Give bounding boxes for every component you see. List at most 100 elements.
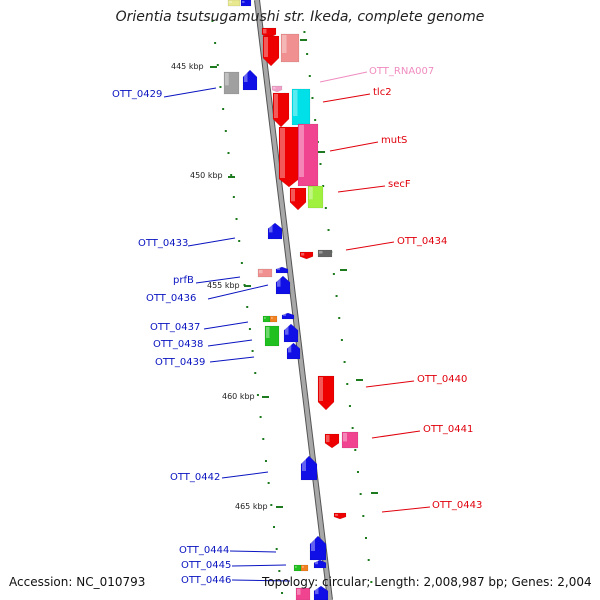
gene-ott-0445	[313, 559, 327, 569]
track-dot-right	[346, 383, 349, 385]
gene-prfb-b	[275, 266, 289, 274]
track-dot-left	[251, 350, 254, 352]
genome-title: Orientia tsutsugamushi str. Ikeda, compl…	[115, 9, 485, 25]
track-dot-right	[311, 97, 314, 99]
gene-ott-0434-b-highlight	[319, 251, 323, 254]
gene-label-ott-0433[interactable]: OTT_0433	[138, 238, 189, 249]
gene-secf-a	[289, 187, 307, 211]
gene-label-ott-0436[interactable]: OTT_0436	[146, 293, 197, 304]
track-dot-left	[264, 460, 267, 462]
track-dot-right	[359, 493, 362, 495]
topology-text: Topology: circular; Length: 2,008,987 bp…	[262, 575, 592, 589]
leader-ott-0445	[231, 564, 287, 567]
gene-tlc2-a	[272, 92, 290, 128]
gene-label-ott-0438[interactable]: OTT_0438	[153, 339, 204, 350]
gene-label-ott-0434[interactable]: OTT_0434	[397, 236, 448, 247]
tick-label-450: 450 kbp	[190, 171, 223, 180]
gene-label-ott-0437[interactable]: OTT_0437	[150, 322, 201, 333]
gene-top-yellow	[227, 0, 241, 7]
gene-ott-0436	[275, 275, 291, 295]
track-dot-left	[216, 64, 219, 66]
gene-ott-0444	[309, 535, 327, 561]
gene-secf-b-highlight	[309, 187, 313, 200]
gene-ott-0436-highlight	[277, 277, 281, 287]
track-dot-right	[356, 471, 359, 473]
leader-prfb	[195, 276, 241, 284]
track-dot-left	[240, 262, 243, 264]
track-dot-right	[354, 449, 357, 451]
gene-ott-0433-highlight	[269, 224, 273, 233]
gene-top-blue	[240, 0, 252, 7]
gene-label-ott-0445[interactable]: OTT_0445	[181, 560, 232, 571]
track-dot-right	[348, 405, 351, 407]
gene-ott-0441-a-highlight	[326, 435, 330, 443]
track-dot-right	[322, 185, 325, 187]
track-dot-left	[238, 240, 241, 242]
gene-ott-0440	[317, 375, 335, 411]
gene-ott-0445-b-highlight	[295, 566, 297, 568]
track-dot-right	[370, 581, 373, 583]
genome-backbone	[254, 0, 333, 600]
leader-ott-0436	[207, 284, 269, 300]
gene-ott-0440-highlight	[319, 377, 323, 401]
leader-ott-0429	[163, 87, 217, 98]
gene-tlc2-a-highlight	[274, 94, 278, 118]
major-tick-mark	[228, 176, 235, 178]
gene-label-ott-0442[interactable]: OTT_0442	[170, 472, 221, 483]
gene-ott-0445-c-highlight	[302, 566, 304, 568]
gene-ott-0446-a	[295, 587, 311, 600]
gene-label-secf[interactable]: secF	[388, 179, 411, 190]
gene-ott-0446-b	[313, 585, 329, 600]
gene-ott-0439	[286, 342, 301, 360]
gene-label-ott-0441[interactable]: OTT_0441	[423, 424, 474, 435]
gene-top-red-small-highlight	[263, 29, 267, 34]
track-dot-right	[338, 317, 341, 319]
track-dot-right	[314, 119, 317, 121]
gene-cyan-highlight	[293, 90, 298, 116]
major-tick-mark	[210, 66, 217, 68]
gene-ott-0438	[264, 325, 280, 347]
track-dot-left	[219, 86, 222, 88]
gene-label-ott-0446[interactable]: OTT_0446	[181, 575, 232, 586]
gene-ott-0433	[267, 222, 283, 240]
track-dot-right	[319, 163, 322, 165]
gene-ott-0443	[333, 512, 347, 520]
tick-label-455: 455 kbp	[207, 281, 240, 290]
tick-label-465: 465 kbp	[235, 502, 268, 511]
track-dot-left	[272, 526, 275, 528]
gene-label-prfb[interactable]: prfB	[173, 275, 194, 286]
track-dot-left	[270, 504, 273, 506]
gene-secf-b	[307, 185, 324, 209]
track-dot-right	[367, 559, 370, 561]
gene-ott-0434-b	[317, 249, 333, 258]
track-dot-right	[332, 273, 335, 275]
gene-label-ott-0444[interactable]: OTT_0444	[179, 545, 230, 556]
tick-label-445: 445 kbp	[171, 62, 204, 71]
gene-label-ott-0443[interactable]: OTT_0443	[432, 500, 483, 511]
gene-ott-0441-b-highlight	[343, 433, 347, 442]
major-tick-mark	[276, 506, 283, 508]
gene-top-yellow-highlight	[229, 1, 232, 3]
leader-ott-0443	[381, 506, 431, 513]
gene-blue-near-0429	[242, 69, 258, 91]
gene-ott-0429-highlight	[225, 73, 229, 86]
track-dot-left	[267, 482, 270, 484]
leader-ott-0444	[229, 550, 277, 553]
gene-label-ott-rna007[interactable]: OTT_RNA007	[369, 66, 435, 77]
track-dot-left	[259, 416, 262, 418]
gene-muts-a-highlight	[280, 128, 285, 178]
gene-label-ott-0440[interactable]: OTT_0440	[417, 374, 468, 385]
gene-muts-b-highlight	[299, 125, 304, 177]
leader-ott-0433	[187, 237, 236, 247]
gene-ott-0437-b-highlight	[271, 317, 273, 319]
major-tick-mark	[318, 151, 325, 153]
track-dot-left	[235, 218, 238, 220]
gene-ott-0438-highlight	[266, 327, 270, 338]
gene-prfb-highlight	[259, 270, 263, 274]
gene-label-tlc2[interactable]: tlc2	[373, 87, 392, 98]
major-tick-mark	[244, 285, 251, 287]
track-dot-left	[281, 592, 284, 594]
gene-label-ott-0439[interactable]: OTT_0439	[155, 357, 206, 368]
gene-label-muts[interactable]: mutS	[381, 135, 408, 146]
gene-label-ott-0429[interactable]: OTT_0429	[112, 89, 163, 100]
